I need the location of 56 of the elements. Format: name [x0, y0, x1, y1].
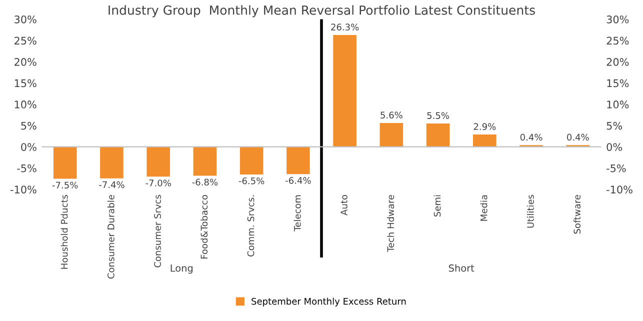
- x-tick-label: Telecom: [294, 195, 301, 232]
- y-tick-label: -5%: [17, 164, 36, 172]
- bar: [426, 123, 450, 147]
- x-tick-label: Semi: [434, 195, 441, 216]
- data-label: 5.5%: [427, 112, 450, 119]
- data-label: 2.9%: [474, 123, 496, 130]
- y-tick-label: 15%: [14, 79, 36, 88]
- y2-tick-label: 30%: [606, 15, 629, 24]
- chart-title: Industry Group Monthly Mean Reversal Portfolio Latest Constituents: [108, 5, 535, 18]
- x-tick-label: Food&Tobacco: [200, 194, 208, 259]
- y-tick-label: 0%: [21, 143, 36, 151]
- data-label: 5.6%: [380, 112, 402, 119]
- x-tick-label: Consumer Srvcs: [154, 194, 161, 268]
- bar: [100, 146, 124, 178]
- data-label: 0.4%: [520, 134, 542, 141]
- bar: [146, 146, 170, 177]
- legend-label: September Monthly Excess Return: [252, 298, 406, 306]
- x-tick-label: Comm. Srvcs.: [247, 195, 254, 256]
- data-label: -7.0%: [146, 180, 171, 186]
- x-tick-label: Utilities: [526, 194, 534, 228]
- bar: [53, 146, 77, 179]
- bar: [286, 146, 310, 174]
- text: Long: [170, 264, 193, 274]
- x-tick-label: Auto: [340, 194, 348, 216]
- y2-tick-label: 25%: [606, 36, 629, 45]
- x-tick-label: Consumer Durable: [107, 194, 114, 279]
- x-tick-label: Houshold Pducts: [60, 194, 68, 269]
- data-label: -7.4%: [99, 181, 124, 188]
- data-label: -7.5%: [52, 182, 78, 189]
- bar: [333, 34, 356, 147]
- y-tick-label: -10%: [10, 186, 36, 194]
- y-tick-label: 25%: [14, 36, 36, 45]
- data-label: 0.4%: [567, 134, 589, 141]
- x-tick-label: Media: [480, 195, 488, 221]
- y-tick-label: 10%: [14, 100, 36, 108]
- text: Short: [448, 264, 474, 272]
- y-tick-label: 5%: [21, 122, 36, 130]
- data-label: 26.3%: [331, 24, 359, 30]
- bar: [240, 146, 264, 175]
- data-label: -6.8%: [192, 178, 218, 186]
- bar: [473, 134, 496, 147]
- y2-tick-label: -10%: [606, 186, 632, 194]
- bar: [380, 123, 404, 147]
- data-label: -6.5%: [238, 177, 264, 184]
- y-tick-label: 20%: [14, 58, 36, 66]
- y2-tick-label: 20%: [606, 58, 629, 66]
- y-tick-label: 30%: [14, 15, 36, 24]
- data-label: -6.4%: [286, 177, 311, 184]
- x-tick-label: Tech Hdware: [387, 194, 394, 252]
- y2-tick-label: 15%: [607, 79, 629, 88]
- y2-tick-label: -5%: [606, 164, 626, 172]
- y2-tick-label: 0%: [606, 143, 622, 151]
- bar: [193, 146, 217, 176]
- y2-tick-label: 10%: [607, 100, 629, 108]
- y2-tick-label: 5%: [606, 122, 622, 130]
- x-tick-label: Software: [574, 194, 581, 234]
